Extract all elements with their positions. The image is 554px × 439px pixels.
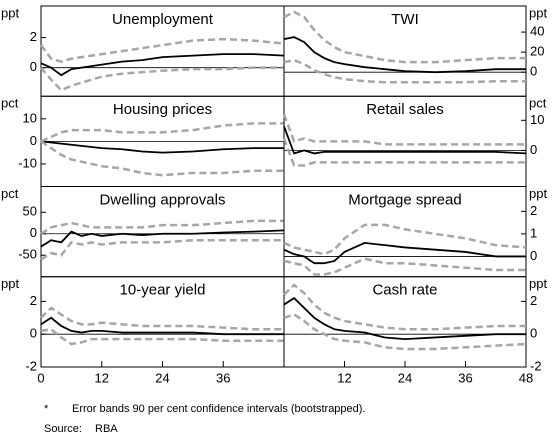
error-band <box>40 122 284 143</box>
panel-title: Unemployment <box>112 11 214 28</box>
y-tick-label: 40 <box>530 24 544 39</box>
error-band <box>39 37 285 63</box>
response-line <box>283 296 526 341</box>
y-tick-label: 0 <box>30 133 37 148</box>
error-band <box>40 327 284 346</box>
x-tick-label: 48 <box>519 370 533 385</box>
y-unit: ppt <box>1 5 19 20</box>
error-band <box>283 223 527 256</box>
error-band <box>282 137 526 167</box>
y-unit: ppt <box>529 276 547 291</box>
panel-title: 10-year yield <box>120 282 206 299</box>
error-band <box>40 219 284 235</box>
x-tick-label: 12 <box>337 370 351 385</box>
panel-title: TWI <box>391 11 419 28</box>
footnote-marker: * <box>44 403 49 415</box>
response-line <box>283 36 526 74</box>
response-line <box>283 126 527 155</box>
y-unit: pct <box>1 96 19 111</box>
x-tick-label: 36 <box>458 370 472 385</box>
y-tick-label: 0 <box>30 225 37 240</box>
y-tick-label: -2 <box>25 358 37 373</box>
y-tick-label: 2 <box>530 293 537 308</box>
error-band <box>283 313 527 351</box>
error-band <box>283 283 526 331</box>
y-unit: ppt <box>529 5 547 20</box>
y-tick-label: 50 <box>23 204 37 219</box>
panel-title: Cash rate <box>372 282 437 299</box>
y-tick-label: 0 <box>530 326 537 341</box>
source-text: RBA <box>95 423 118 435</box>
y-tick-label: 2 <box>30 293 37 308</box>
y-tick-label: 2 <box>530 203 537 218</box>
error-band <box>40 66 284 92</box>
y-tick-label: 2 <box>30 29 37 44</box>
y-tick-label: -50 <box>18 247 37 262</box>
y-unit: ppt <box>529 186 547 201</box>
y-tick-label: 10 <box>23 110 37 125</box>
y-unit: ppt <box>1 276 19 291</box>
error-band <box>40 238 284 261</box>
y-tick-label: 0 <box>30 59 37 74</box>
response-line <box>40 53 285 77</box>
source-label: Source: <box>44 423 82 435</box>
y-tick-label: 10 <box>530 112 544 127</box>
response-line <box>283 241 526 265</box>
error-band <box>283 257 526 276</box>
error-band <box>40 140 284 177</box>
x-tick-label: 0 <box>37 370 44 385</box>
y-tick-label: -2 <box>530 358 542 373</box>
response-line <box>40 140 284 154</box>
y-tick-label: -10 <box>18 155 37 170</box>
y-unit: pct <box>529 96 547 111</box>
panel-title: Dwelling approvals <box>100 191 226 208</box>
y-unit: pct <box>1 186 19 201</box>
x-tick-label: 24 <box>155 370 169 385</box>
x-tick-label: 24 <box>398 370 412 385</box>
error-band <box>283 10 526 64</box>
response-line <box>40 229 285 248</box>
x-tick-label: 12 <box>95 370 109 385</box>
panel-title: Mortgage spread <box>348 191 461 208</box>
error-band <box>40 306 284 331</box>
panel-title: Retail sales <box>366 101 444 118</box>
panel-title: Housing prices <box>113 101 212 118</box>
error-band <box>282 113 526 146</box>
y-tick-label: 0 <box>530 64 537 79</box>
error-band <box>283 58 526 84</box>
y-tick-label: 20 <box>530 44 544 59</box>
y-tick-label: 0 <box>530 248 537 263</box>
x-tick-label: 36 <box>216 370 230 385</box>
y-tick-label: 1 <box>530 225 537 240</box>
y-tick-label: 0 <box>30 326 37 341</box>
response-line <box>40 316 284 336</box>
footnote-text: Error bands 90 per cent confidence inter… <box>72 403 366 415</box>
y-tick-label: 0 <box>530 142 537 157</box>
